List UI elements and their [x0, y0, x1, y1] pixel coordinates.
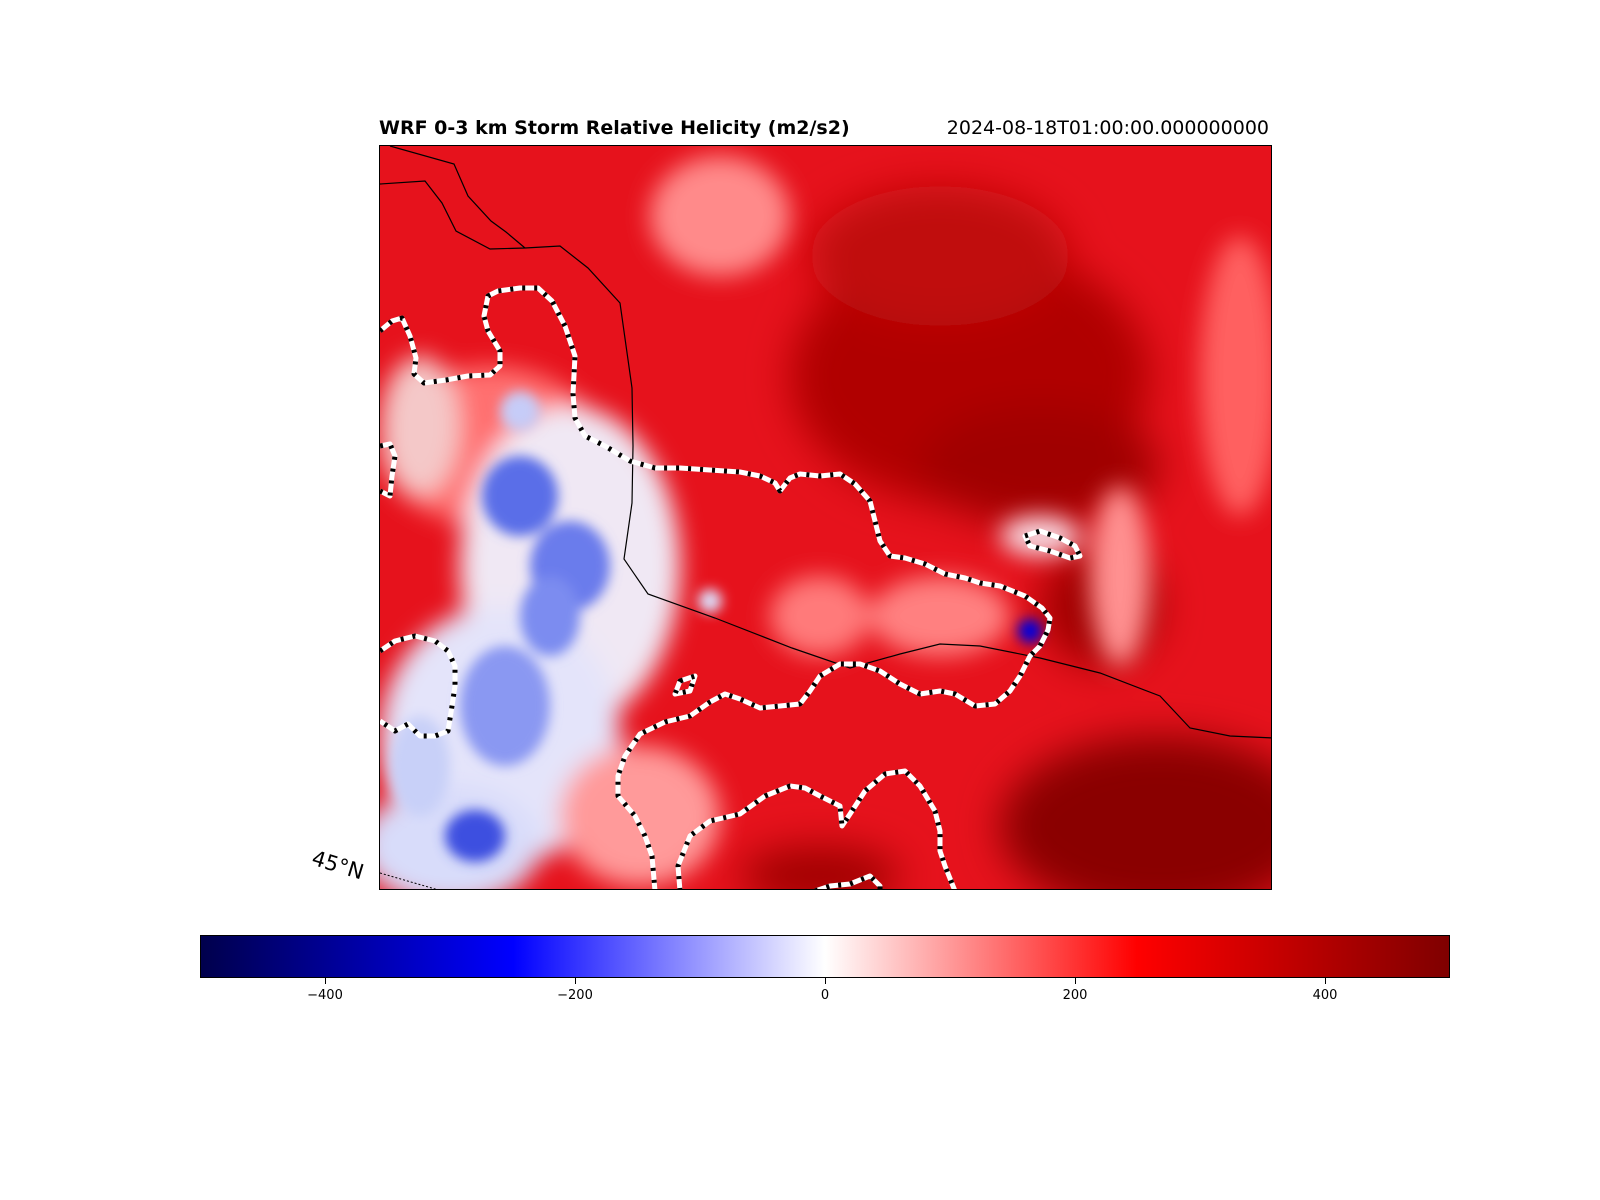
colorbar — [200, 935, 1450, 978]
helicity-map — [379, 145, 1272, 890]
colorbar-tick-label: −400 — [307, 988, 343, 1003]
colorbar-tick-mark — [1075, 978, 1076, 984]
colorbar-tick-label: 0 — [821, 988, 829, 1003]
colorbar-tick-mark — [1325, 978, 1326, 984]
colorbar-tick-mark — [575, 978, 576, 984]
colorbar-tick-mark — [325, 978, 326, 984]
colorbar-tick-label: 200 — [1063, 988, 1088, 1003]
helicity-field — [380, 146, 1272, 890]
colorbar-tick-label: 400 — [1313, 988, 1338, 1003]
map-title: WRF 0-3 km Storm Relative Helicity (m2/s… — [379, 117, 850, 139]
colorbar-tick-label: −200 — [557, 988, 593, 1003]
latitude-label: 45°N — [309, 846, 367, 884]
colorbar-tick-mark — [825, 978, 826, 984]
valid-time: 2024-08-18T01:00:00.000000000 — [947, 117, 1269, 139]
